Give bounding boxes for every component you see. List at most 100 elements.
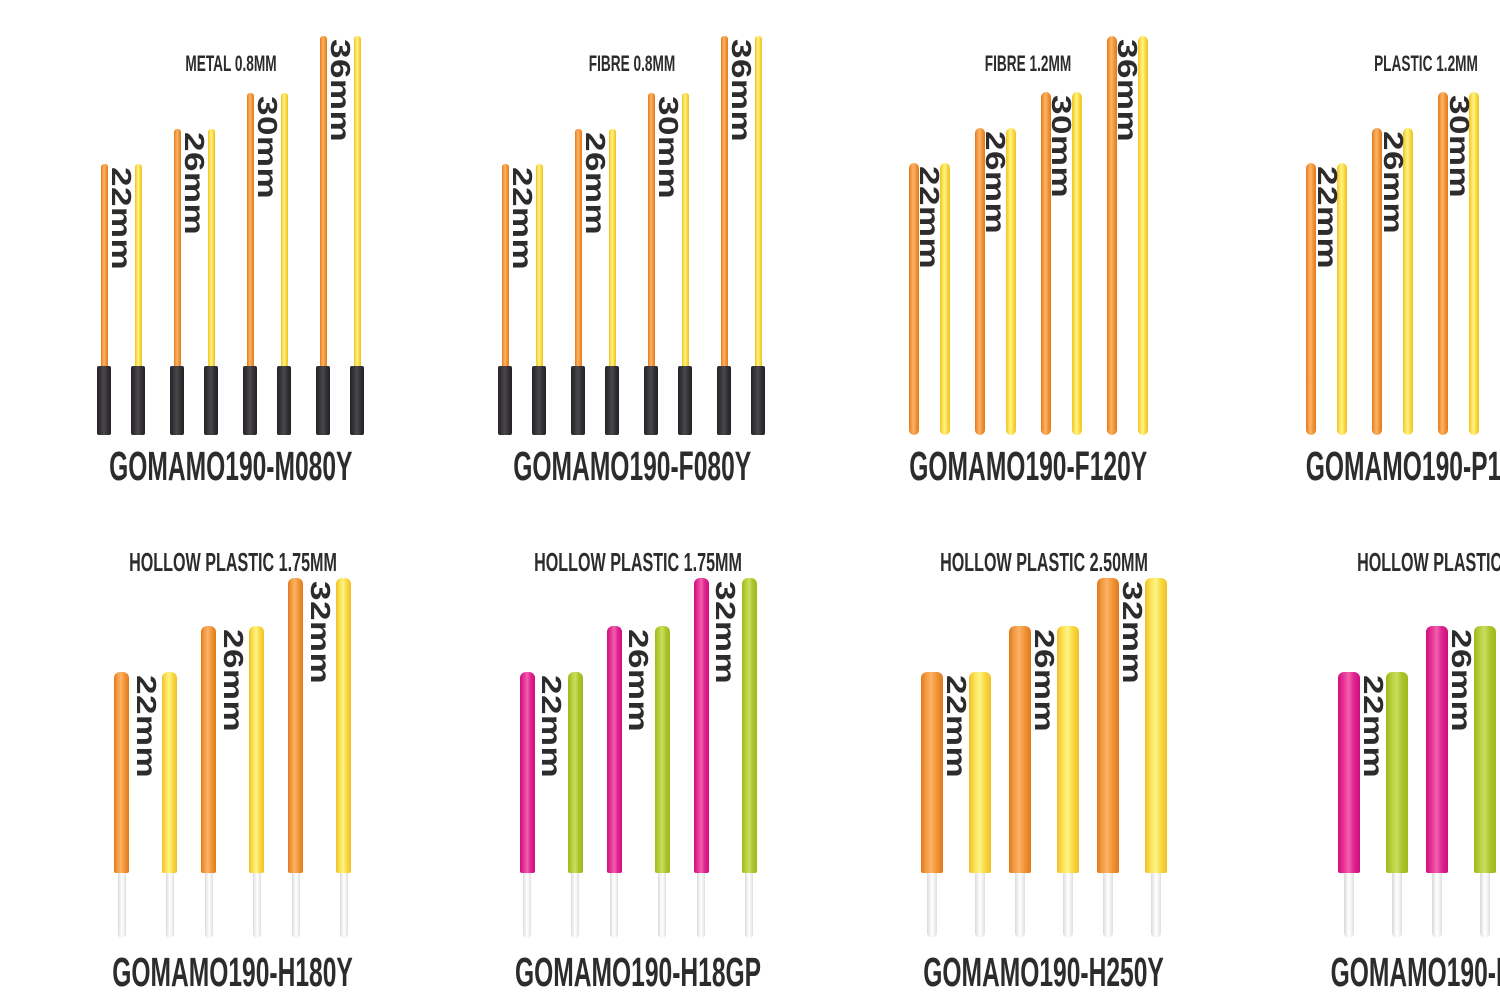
dark-sleeve [498,366,513,435]
size-label: 26mm [179,132,210,236]
antenna-bar-orange [1372,128,1383,435]
size-pair-22mm: 22mm [1306,163,1348,435]
size-pair-22mm: 22mm [97,164,146,435]
hollow-stem [610,873,619,938]
hollow-stem [571,873,580,938]
antenna-rod [1337,163,1348,435]
size-pair-26mm: 26mm [1008,626,1079,938]
product-code: GOMAMO190-M080Y [109,443,353,489]
size-pair-22mm: 22mm [498,164,547,435]
antenna-bar-orange [1040,92,1051,435]
size-pair-22mm: 22mm [920,672,991,938]
dark-sleeve [717,366,732,435]
size-label-slot: 26mm [980,128,1010,435]
product-group-h125gp: HOLLOW PLASTIC 2.50MM 22mm 26mm 32mm [1244,549,1500,993]
size-label: 32mm [304,581,335,685]
size-pair-26mm: 26mm [201,626,264,938]
size-pair-30mm: 30mm [1438,92,1480,435]
size-label-slot: 36mm [325,36,355,435]
size-label-slot: 32mm [1116,578,1146,938]
antenna-rod [574,129,582,366]
antenna-tube [606,626,622,873]
antenna-tube [920,672,943,873]
antenna-tube [519,672,535,873]
size-pair-30mm: 30mm [644,93,693,435]
size-label: 26mm [1377,131,1409,235]
hollow-stem [974,873,985,938]
size-label-slot: 26mm [179,129,209,435]
size-pair-26mm: 26mm [606,626,670,938]
size-label: 30mm [1443,95,1475,199]
size-pair-36mm: 36mm [717,36,766,435]
antenna-tube [201,626,216,873]
antenna-bar-orange [170,129,185,435]
size-label: 32mm [709,581,741,685]
size-label-slot: 30mm [1046,92,1076,435]
antenna-rod [974,128,985,435]
size-label: 36mm [1112,39,1143,143]
hollow-stem [1479,873,1490,938]
group-title: HOLLOW PLASTIC 1.75MM [128,547,337,577]
hollow-stem [745,873,754,938]
antenna-rod [173,129,181,366]
antenna-bar-pink [1425,626,1448,938]
size-label-slot: 30mm [1443,92,1475,435]
bottom-row: HOLLOW PLASTIC 1.75MM 22mm 26mm 32mm [0,549,1500,993]
size-label: 22mm [130,675,161,779]
antenna-tube [741,578,757,873]
antenna-rod [1071,92,1082,435]
group-title: HOLLOW PLASTIC 1.75MM [534,547,742,577]
antenna-tube [1096,578,1119,873]
antenna-rod [1106,36,1117,435]
size-label-slot: 32mm [709,578,742,938]
antenna-bar-orange [920,672,943,938]
antenna-tube [968,672,991,873]
group-title: FIBRE 0.8MM [588,51,675,76]
size-pair-32mm: 32mm [1096,578,1167,938]
antenna-bar-yellow [249,626,264,938]
antenna-bar-yellow [968,672,991,938]
antenna-rod [207,129,215,366]
product-code: GOMAMO190-H125GP [1330,949,1500,995]
hollow-stem [697,873,706,938]
size-label-slot: 26mm [580,129,610,435]
antenna-bar-yellow [350,36,365,435]
antenna-tube [567,672,583,873]
antenna-bar-orange [201,626,216,938]
size-label: 36mm [726,39,757,143]
antenna-rod [1372,128,1383,435]
size-label-slot: 22mm [914,163,944,435]
antenna-tube [693,578,709,873]
size-pair-26mm: 26mm [571,129,620,435]
top-row: METAL 0.8MM 22mm 26mm 30mm [0,35,1500,487]
group-title: HOLLOW PLASTIC 2.50MM [1356,547,1500,577]
antenna-bar-yellow [1144,578,1167,938]
antenna-bar-orange [1008,626,1031,938]
antenna-bar-orange [288,578,303,938]
antenna-rod [134,164,142,366]
antenna-rod [1005,128,1016,435]
size-label: 26mm [217,629,248,733]
antenna-rod [535,164,543,366]
antenna-bar-yellow [1403,128,1414,435]
antenna-rod [647,93,655,366]
antenna-bar-green [654,626,670,938]
antenna-bar-orange [1306,163,1317,435]
antenna-rod [246,93,254,366]
antenna-tube [1008,626,1031,873]
product-group-h250y: HOLLOW PLASTIC 2.50MM 22mm 26mm 32mm [843,549,1244,993]
antenna-rod [501,164,509,366]
antenna-bar-orange [316,36,331,435]
antenna-rod [908,163,919,435]
antenna-bar-yellow [939,163,950,435]
dark-sleeve [277,366,292,435]
dark-sleeve [751,366,766,435]
size-label-slot: 26mm [216,626,249,938]
product-code: GOMAMO190-H18GP [515,949,762,995]
antenna-bar-orange [498,164,513,435]
group-title: HOLLOW PLASTIC 2.50MM [939,547,1148,577]
product-group-h180y: HOLLOW PLASTIC 1.75MM 22mm 26mm 32mm [32,549,433,993]
size-label-slot: 26mm [1377,128,1409,435]
product-code: GOMAMO190-F120Y [909,443,1148,489]
